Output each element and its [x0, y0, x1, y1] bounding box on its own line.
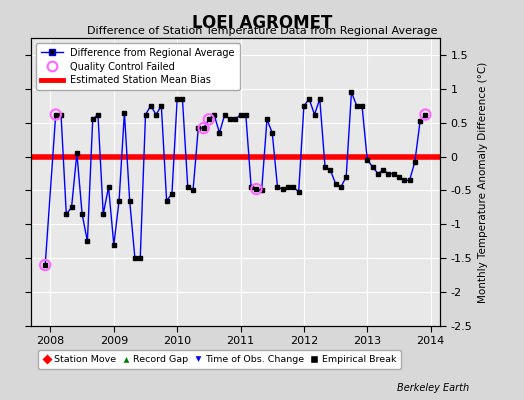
Text: LOEI AGROMET: LOEI AGROMET [192, 14, 332, 32]
Text: Berkeley Earth: Berkeley Earth [397, 383, 469, 393]
Point [421, 111, 430, 118]
Text: Difference of Station Temperature Data from Regional Average: Difference of Station Temperature Data f… [87, 26, 437, 36]
Point [200, 125, 208, 131]
Point [41, 262, 49, 268]
Point [205, 116, 213, 122]
Legend: Station Move, Record Gap, Time of Obs. Change, Empirical Break: Station Move, Record Gap, Time of Obs. C… [38, 350, 401, 369]
Y-axis label: Monthly Temperature Anomaly Difference (°C): Monthly Temperature Anomaly Difference (… [478, 61, 488, 303]
Point [51, 111, 60, 118]
Point [252, 186, 260, 192]
